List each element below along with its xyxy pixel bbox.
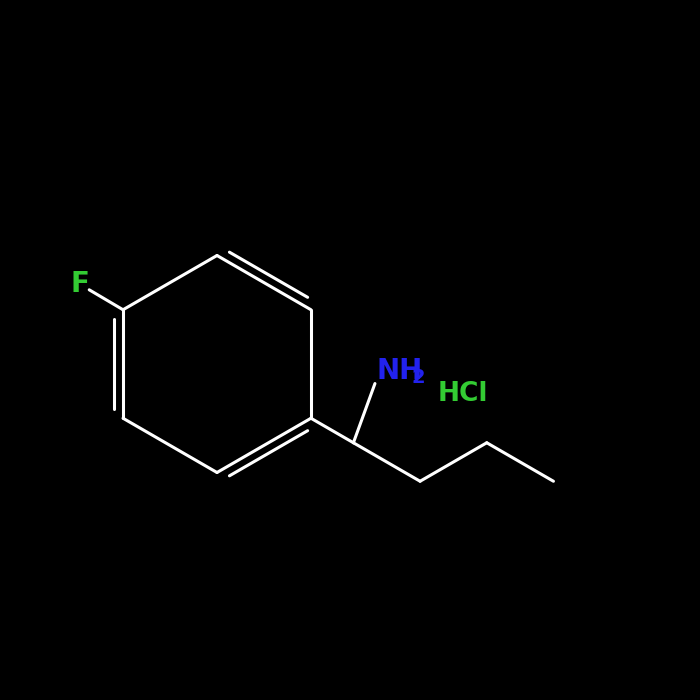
Text: NH: NH xyxy=(377,357,423,385)
Text: F: F xyxy=(71,270,90,298)
Text: HCl: HCl xyxy=(438,381,489,407)
Text: 2: 2 xyxy=(412,368,425,386)
